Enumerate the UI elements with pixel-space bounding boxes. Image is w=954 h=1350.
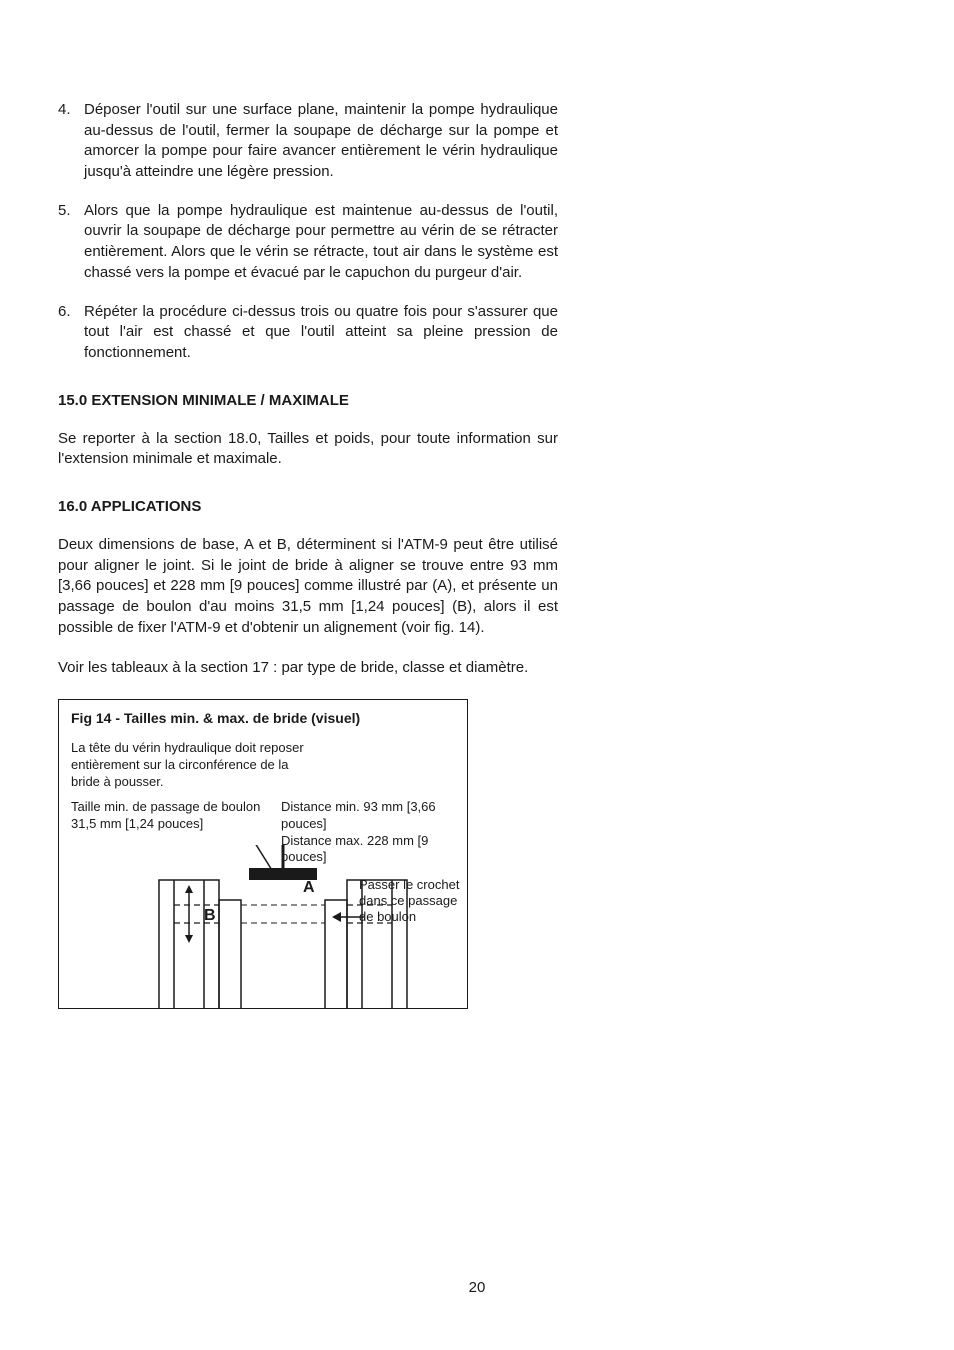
- list-number: 5.: [58, 201, 84, 284]
- paragraph: Deux dimensions de base, A et B, détermi…: [58, 535, 558, 638]
- main-column: 4. Déposer l'outil sur une surface plane…: [58, 100, 558, 1009]
- figure-hook-label-3: de boulon: [359, 909, 416, 924]
- figure-diagram: A B Passer le crochet dans ce passage de…: [59, 845, 467, 1008]
- heading-section-15: 15.0 EXTENSION MINIMALE / MAXIMALE: [58, 392, 558, 409]
- figure-14-box: Fig 14 - Tailles min. & max. de bride (v…: [58, 699, 468, 1009]
- paragraph: Voir les tableaux à la section 17 : par …: [58, 658, 558, 679]
- list-text: Répéter la procédure ci-dessus trois ou …: [84, 302, 558, 364]
- heading-section-16: 16.0 APPLICATIONS: [58, 498, 558, 515]
- figure-label-b: B: [204, 907, 216, 924]
- list-number: 4.: [58, 100, 84, 183]
- figure-distance-min: Distance min. 93 mm [3,66 pouces]: [281, 799, 455, 833]
- page-number: 20: [0, 1279, 954, 1296]
- figure-title: Fig 14 - Tailles min. & max. de bride (v…: [71, 710, 455, 726]
- list-number: 6.: [58, 302, 84, 364]
- list-item: 5. Alors que la pompe hydraulique est ma…: [58, 201, 558, 284]
- list-item: 4. Déposer l'outil sur une surface plane…: [58, 100, 558, 183]
- list-item: 6. Répéter la procédure ci-dessus trois …: [58, 302, 558, 364]
- figure-hook-label-2: dans ce passage: [359, 893, 457, 908]
- figure-hook-label-1: Passer le crochet: [359, 877, 460, 892]
- figure-head-note: La tête du vérin hydraulique doit repose…: [71, 740, 311, 791]
- list-text: Alors que la pompe hydraulique est maint…: [84, 201, 558, 284]
- list-text: Déposer l'outil sur une surface plane, m…: [84, 100, 558, 183]
- figure-left-label: Taille min. de passage de boulon: [71, 799, 261, 816]
- paragraph: Se reporter à la section 18.0, Tailles e…: [58, 429, 558, 470]
- figure-left-value: 31,5 mm [1,24 pouces]: [71, 816, 261, 833]
- figure-label-a: A: [303, 879, 315, 896]
- page: 4. Déposer l'outil sur une surface plane…: [0, 0, 954, 1350]
